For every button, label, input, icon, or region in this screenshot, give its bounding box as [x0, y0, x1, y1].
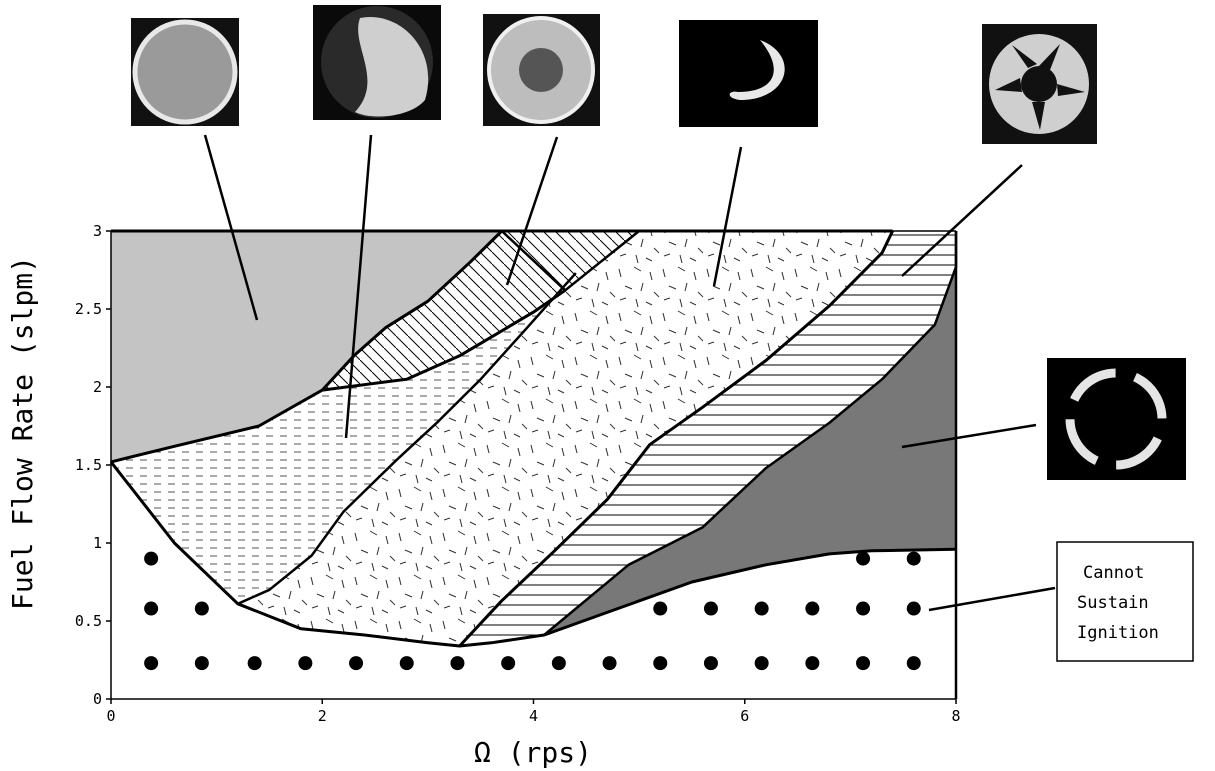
leader-partial	[344, 134, 373, 439]
y-tick-label: 0	[93, 690, 102, 708]
leader-multi-arm	[901, 164, 1023, 277]
no-ignition-dot	[144, 656, 159, 671]
regime-regions	[111, 231, 956, 699]
no-ignition-dot	[298, 656, 313, 671]
y-axis-label: Fuel Flow Rate (slpm)	[6, 256, 39, 610]
no-ignition-dot	[194, 656, 209, 671]
no-ignition-dot	[856, 601, 871, 616]
no-ignition-dot	[856, 656, 871, 671]
boundary-dashed-right	[237, 272, 577, 605]
region-multi-arm	[459, 231, 956, 646]
x-tick-label: 2	[318, 707, 327, 725]
no-ignition-dots	[144, 551, 921, 671]
no-ignition-dot	[247, 656, 262, 671]
y-tick-label: 2	[93, 378, 102, 396]
no-ignition-dot	[906, 656, 921, 671]
x-tick-label: 4	[529, 707, 538, 725]
flame-image-partial	[313, 5, 441, 120]
y-tick-label: 1.5	[75, 456, 102, 474]
no-ignition-dot	[754, 601, 769, 616]
y-tick-labels: 0 0.5 1 1.5 2 2.5 3	[75, 222, 111, 708]
region-ring	[322, 231, 640, 391]
x-axis-label: Ω (rps)	[474, 736, 592, 769]
flame-image-multi-arm	[982, 24, 1097, 144]
no-ignition-dot	[754, 656, 769, 671]
no-ignition-dot	[551, 656, 566, 671]
boundary-lobe-right	[500, 230, 640, 292]
no-ignition-dot	[703, 601, 718, 616]
plot-area	[109, 229, 958, 699]
flame-image-thumbnails	[131, 5, 1186, 480]
annotation-line-3: Ignition	[1077, 623, 1159, 643]
annotation-cannot-sustain-ignition: Cannot Sustain Ignition	[1056, 541, 1194, 662]
no-ignition-dot	[501, 656, 516, 671]
no-ignition-dot	[653, 601, 668, 616]
regime-boundaries	[109, 229, 958, 699]
y-tick-label: 3	[93, 222, 102, 240]
y-tick-label: 0.5	[75, 612, 102, 630]
no-ignition-dot	[349, 656, 364, 671]
leader-spiral-ring	[901, 423, 1037, 449]
region-single-arm	[237, 231, 893, 646]
annotation-line-2: Sustain	[1077, 593, 1149, 613]
leader-single-arm	[712, 146, 743, 287]
no-ignition-dot	[856, 551, 871, 566]
leader-lines	[203, 134, 1056, 612]
no-ignition-dot	[194, 601, 209, 616]
leader-ring	[505, 136, 559, 286]
x-tick-label: 0	[106, 707, 115, 725]
no-ignition-dot	[805, 656, 820, 671]
flame-image-ring	[483, 14, 600, 126]
leader-no-ignition	[928, 586, 1056, 612]
region-uniform	[111, 231, 502, 462]
no-ignition-dot	[805, 601, 820, 616]
flame-image-spiral-ring	[1047, 358, 1186, 480]
x-tick-labels: 0 2 4 6 8	[106, 699, 961, 725]
flame-image-uniform	[131, 18, 239, 126]
axes: 0 2 4 6 8 0 0.5 1 1.5 2 2.5 3 Ω (rps) Fuel Flow Ra…	[6, 222, 961, 769]
no-ignition-dot	[602, 656, 617, 671]
boundary-striped-right	[543, 231, 958, 636]
no-ignition-dot	[144, 551, 159, 566]
no-ignition-dot	[906, 551, 921, 566]
no-ignition-dot	[906, 601, 921, 616]
y-tick-label: 2.5	[75, 300, 102, 318]
leader-uniform	[203, 134, 259, 321]
boundary-ignition-limit	[109, 460, 957, 648]
no-ignition-dot	[450, 656, 465, 671]
region-spiral-ring	[544, 266, 956, 635]
no-ignition-dot	[653, 656, 668, 671]
no-ignition-dot	[144, 601, 159, 616]
x-tick-label: 6	[740, 707, 749, 725]
region-partial	[111, 273, 576, 604]
boundary-lobe-lower	[322, 289, 567, 392]
no-ignition-dot	[703, 656, 718, 671]
flame-image-single-arm	[679, 20, 818, 127]
y-tick-label: 1	[93, 534, 102, 552]
boundary-dotted-right	[458, 230, 894, 648]
no-ignition-dot	[399, 656, 414, 671]
x-tick-label: 8	[951, 707, 960, 725]
annotation-line-1: Cannot	[1083, 563, 1144, 583]
